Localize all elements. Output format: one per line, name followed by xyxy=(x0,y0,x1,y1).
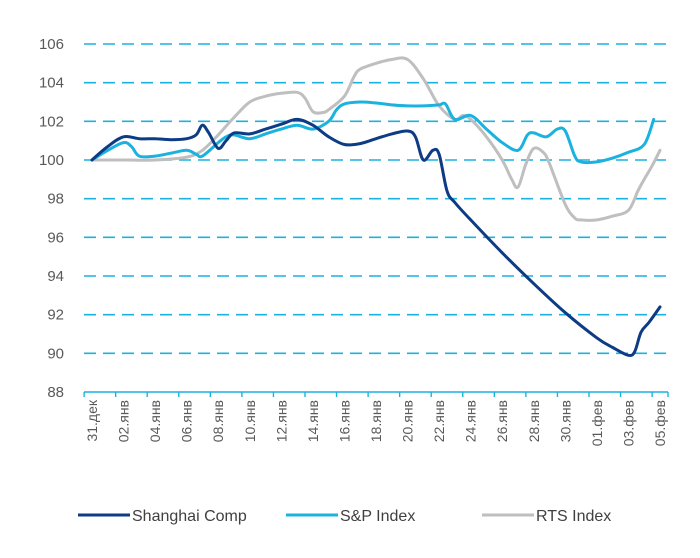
legend-label: Shanghai Comp xyxy=(132,508,247,525)
x-tick-label: 24.янв xyxy=(463,400,479,442)
x-tick-label: 08.янв xyxy=(210,400,226,442)
y-tick-label: 106 xyxy=(39,36,64,53)
x-tick-label: 03.фев xyxy=(620,400,636,446)
x-tick-label: 04.янв xyxy=(147,400,163,442)
series-sp-index xyxy=(90,100,656,165)
y-tick-label: 100 xyxy=(39,152,64,169)
x-tick-label: 28.янв xyxy=(526,400,542,442)
x-tick-label: 16.янв xyxy=(336,400,352,442)
y-tick-label: 90 xyxy=(47,345,64,362)
legend-item-rts-index: RTS Index xyxy=(482,508,611,525)
y-tick-label: 104 xyxy=(39,75,64,92)
x-tick-label: 22.янв xyxy=(431,400,447,442)
x-tick-label: 01.фев xyxy=(589,400,605,446)
y-tick-label: 98 xyxy=(47,191,64,208)
x-tick-label: 26.янв xyxy=(494,400,510,442)
x-tick-label: 05.фев xyxy=(652,400,668,446)
legend-label: RTS Index xyxy=(536,508,611,525)
legend-item-shanghai-comp: Shanghai Comp xyxy=(78,508,247,525)
x-tick-label: 02.янв xyxy=(116,400,132,442)
series-shanghai-comp xyxy=(90,117,662,357)
y-tick-label: 96 xyxy=(47,229,64,246)
x-axis: 31.дек 02.янв 04.янв 06.янв 08.янв 10.янв 12.я… xyxy=(83,391,669,446)
series-rts-index xyxy=(90,56,662,222)
x-tick-label: 12.янв xyxy=(273,400,289,442)
x-tick-label: 06.янв xyxy=(179,400,195,442)
x-tick-label: 31.дек xyxy=(84,399,100,441)
y-tick-label: 92 xyxy=(47,307,64,324)
series-lines xyxy=(90,56,662,357)
legend-label: S&P Index xyxy=(340,508,415,525)
legend-item-sp-index: S&P Index xyxy=(286,508,415,525)
y-tick-label: 102 xyxy=(39,113,64,130)
x-tick-label: 20.янв xyxy=(400,400,416,442)
x-tick-label: 30.янв xyxy=(557,400,573,442)
gridlines xyxy=(84,43,668,355)
y-axis: 88 90 92 94 96 98 100 102 104 106 xyxy=(39,36,64,401)
x-tick-label: 18.янв xyxy=(368,400,384,442)
x-tick-label: 10.янв xyxy=(242,400,258,442)
x-tick-label: 14.янв xyxy=(305,400,321,442)
y-tick-label: 94 xyxy=(47,268,64,285)
y-tick-label: 88 xyxy=(47,384,64,401)
legend: Shanghai Comp S&P Index RTS Index xyxy=(78,508,611,525)
